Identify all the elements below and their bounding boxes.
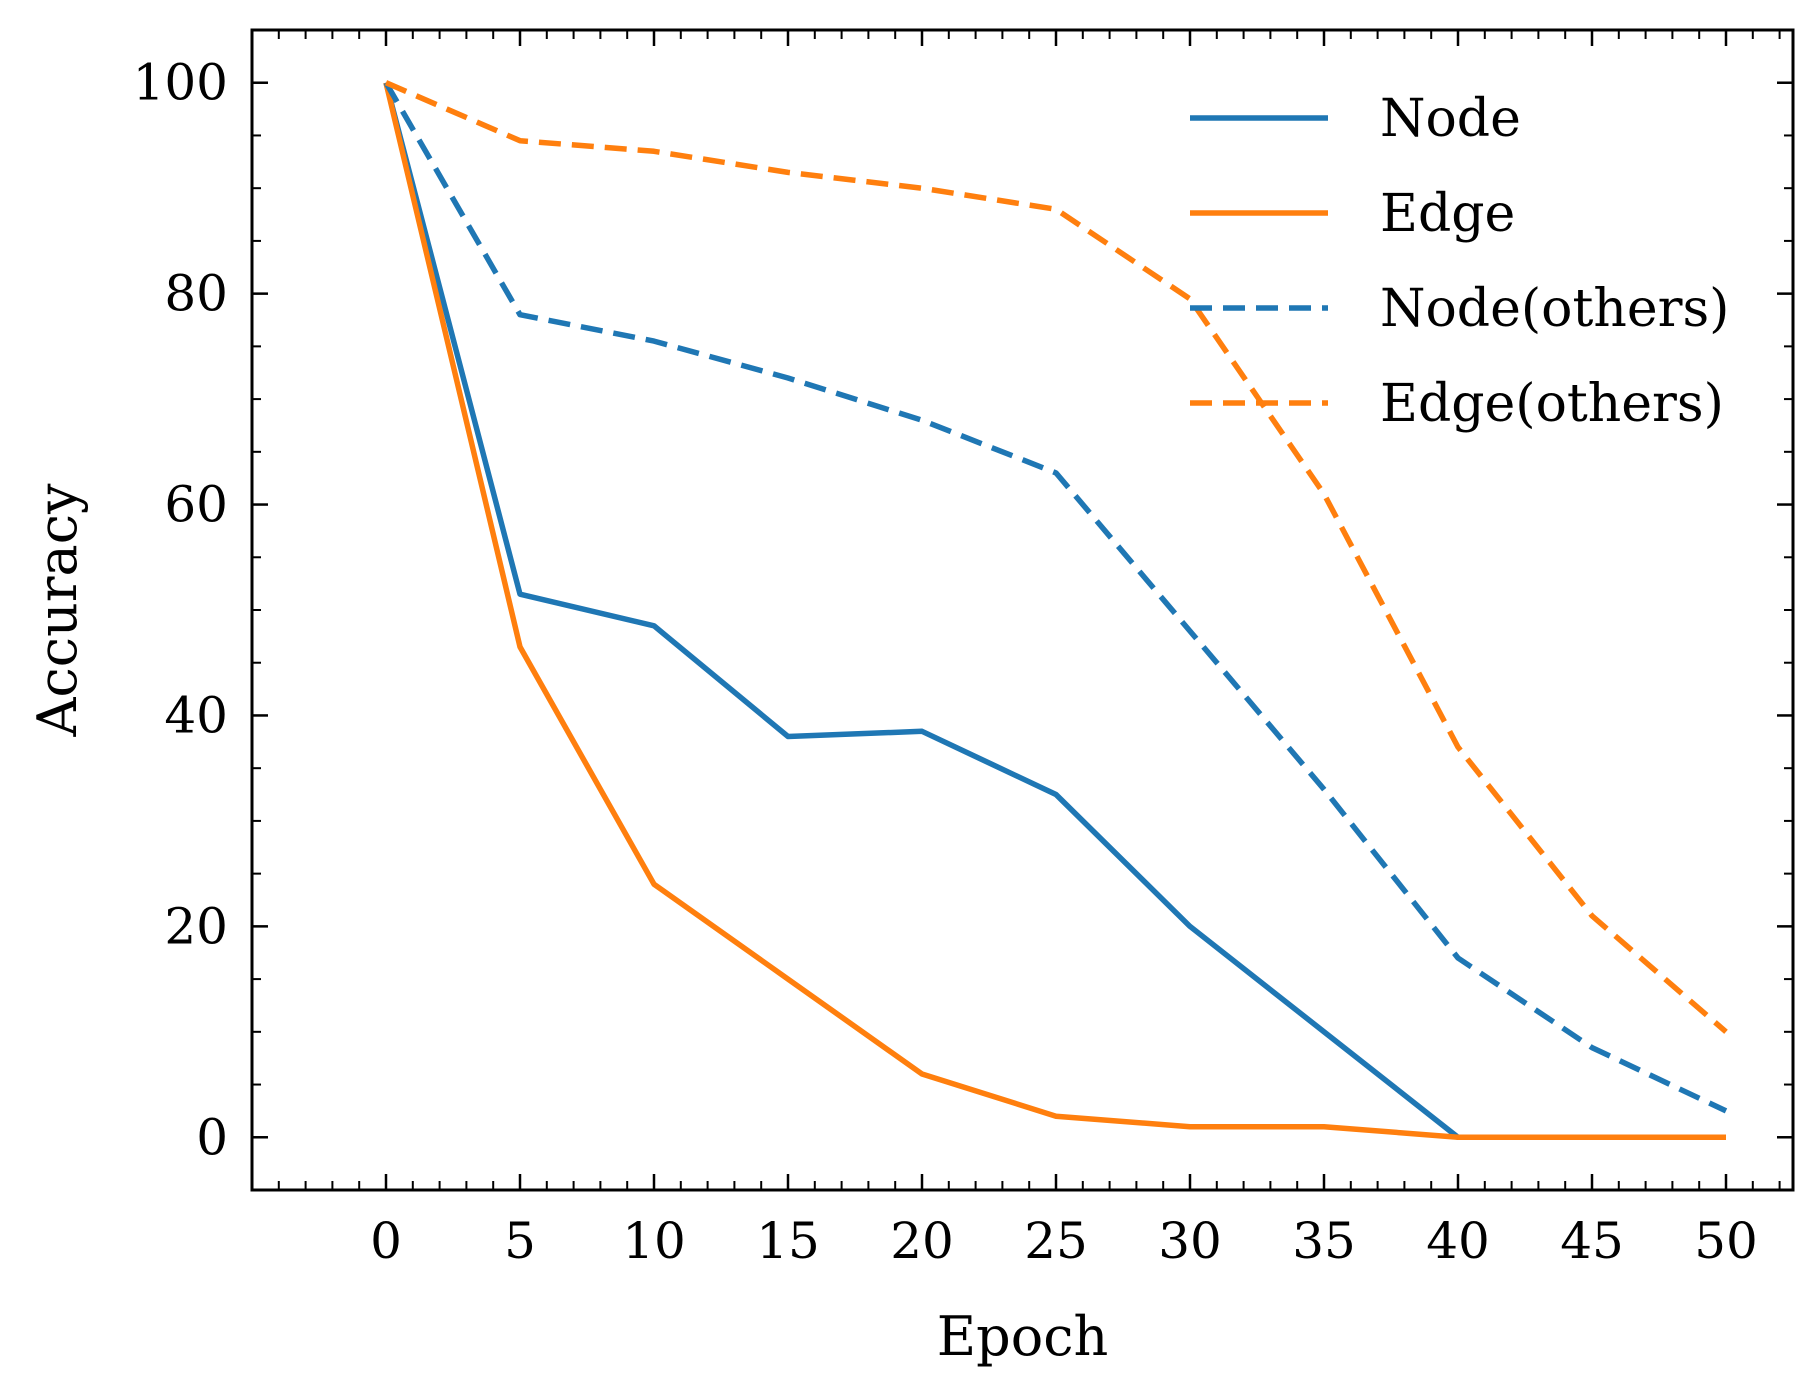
- x-tick-label: 35: [1292, 1212, 1356, 1270]
- y-tick-label: 40: [164, 686, 228, 744]
- x-tick-label: 40: [1426, 1212, 1490, 1270]
- series-layer: [383, 80, 1728, 1141]
- series-line-edge-others: [384, 80, 1728, 1034]
- legend-label: Edge(others): [1380, 374, 1724, 434]
- x-tick-label: 30: [1158, 1212, 1222, 1270]
- x-axis-label: Epoch: [937, 1305, 1109, 1368]
- x-tick-label: 5: [504, 1212, 536, 1270]
- x-tick-label: 50: [1694, 1212, 1758, 1270]
- tick-labels-layer: 0 5 10 15 20 25 30 35 40 45 50 0 20 40 60 80 100: [133, 54, 1758, 1270]
- x-tick-label: 45: [1560, 1212, 1624, 1270]
- y-tick-label: 100: [133, 54, 228, 112]
- plot-frame: [250, 28, 1795, 1192]
- x-tick-label: 20: [890, 1212, 954, 1270]
- series-line-node-others: [383, 81, 1728, 1114]
- legend-label: Node: [1380, 89, 1521, 149]
- legend-label: Node(others): [1380, 279, 1729, 339]
- series-line-edge: [383, 82, 1726, 1141]
- y-tick-label: 20: [164, 897, 228, 955]
- x-tick-label: 0: [370, 1212, 402, 1270]
- legend-label: Edge: [1380, 184, 1515, 244]
- y-tick-label: 60: [164, 476, 228, 534]
- y-axis-label: Accuracy: [26, 483, 89, 738]
- x-tick-label: 10: [622, 1212, 686, 1270]
- legend: Node Edge Node(others) Edge(others): [1190, 89, 1729, 434]
- y-tick-label: 0: [196, 1108, 228, 1166]
- y-tick-label: 80: [164, 265, 228, 323]
- x-tick-label: 25: [1024, 1212, 1088, 1270]
- x-tick-label: 15: [756, 1212, 820, 1270]
